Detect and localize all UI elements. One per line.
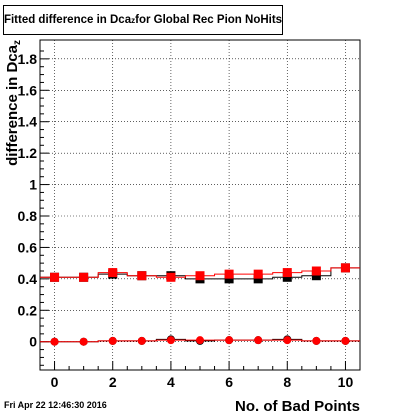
data-point-circle [50, 337, 59, 346]
data-point-square [282, 268, 292, 278]
y-axis-label-subscript: z [12, 40, 23, 45]
axis-labels: 0 2 4 6 8 10 0 0.2 0.4 0.6 0.8 1 1.2 1.4 1.6 1.8 No. of … [4, 40, 360, 414]
chart-title: Fitted difference in Dca z for Global Rec… [3, 5, 283, 35]
data-point-square [166, 272, 176, 282]
y-tick-label: 0.2 [18, 302, 38, 318]
data-point-circle [196, 336, 204, 345]
y-tick-label: 1.8 [18, 51, 38, 67]
data-point-square [224, 269, 234, 279]
data-point-circle [254, 336, 263, 345]
data-point-square [224, 274, 234, 284]
x-tick-label: 4 [167, 374, 175, 390]
y-tick-label: 1 [29, 177, 37, 193]
x-tick-label: 0 [51, 374, 59, 390]
data-point-circle [108, 336, 117, 345]
series-1 [40, 263, 360, 282]
grid-lines [40, 40, 360, 370]
data-series [40, 263, 360, 346]
y-tick-label: 0.4 [18, 271, 38, 287]
data-point-square [282, 272, 292, 282]
timestamp-footer: Fri Apr 22 12:46:30 2016 [4, 400, 107, 410]
data-point-square [108, 268, 118, 278]
chart-title-suffix: for Global Rec Pion NoHits [135, 14, 283, 26]
axes [39, 39, 361, 371]
data-point-circle [166, 336, 175, 345]
chart-title-main: Fitted difference in Dca [3, 14, 132, 26]
data-point-square [79, 272, 89, 282]
x-axis-label: No. of Bad Points [235, 398, 360, 414]
x-tick-label: 8 [283, 374, 291, 390]
data-point-circle [283, 336, 292, 345]
y-axis-label: difference in Dcaz [4, 40, 23, 166]
data-point-square [340, 263, 350, 273]
y-tick-label: 1.2 [18, 145, 38, 161]
x-tick-label: 2 [109, 374, 117, 390]
y-tick-label: 0.8 [18, 208, 38, 224]
data-point-circle [137, 336, 146, 345]
y-tick-label: 0 [29, 334, 37, 350]
data-point-circle [79, 337, 88, 346]
x-tick-label: 10 [338, 374, 354, 390]
data-point-circle [341, 336, 350, 345]
y-tick-label: 0.6 [18, 239, 38, 255]
y-tick-label: 1.4 [18, 114, 38, 130]
data-point-square [50, 272, 60, 282]
series-line [40, 339, 360, 343]
plot-frame [39, 39, 361, 371]
data-point-circle [225, 336, 234, 345]
data-point-square [311, 266, 321, 276]
data-point-square [137, 271, 147, 281]
data-point-square [311, 271, 321, 281]
data-point-circle [312, 336, 321, 345]
x-tick-label: 6 [225, 374, 233, 390]
series-3 [40, 336, 360, 346]
chart-title-subscript: z [131, 15, 136, 25]
data-point-square [253, 269, 263, 279]
data-point-square [253, 274, 263, 284]
data-point-square [195, 271, 205, 281]
y-tick-label: 1.6 [18, 82, 38, 98]
